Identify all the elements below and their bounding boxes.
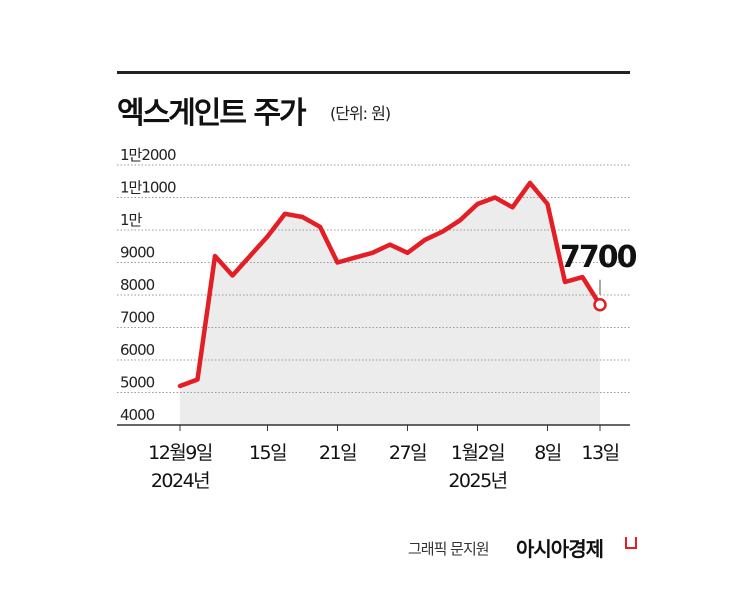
chart-title: 엑스게인트 주가 [117,96,307,131]
y-tick-label: 9000 [120,244,155,262]
last-value-label: 7700 [560,240,637,275]
graphic-credit: 그래픽 문지원 [408,540,490,558]
x-tick-label: 1월2일 [451,442,504,464]
x-tick-label: 12월9일 [148,442,212,464]
y-tick-label: 1만1000 [120,179,176,197]
y-tick-label: 7000 [120,309,155,327]
x-tick-label: 21일 [319,442,356,464]
brand-mark-icon [625,537,637,549]
x-tick-label: 13일 [581,442,618,464]
brand-logo: 아시아경제 [516,537,604,561]
y-tick-label: 1만2000 [120,146,176,164]
y-tick-label: 6000 [120,341,155,359]
x-tick-label: 8일 [534,442,561,464]
y-tick-label: 8000 [120,276,155,294]
x-tick-label: 15일 [249,442,286,464]
y-tick-label: 1만 [120,211,143,229]
y-tick-label: 5000 [120,374,155,392]
title-rule [117,71,630,74]
x-tick-label: 27일 [389,442,426,464]
x-tick-year-label: 2024년 [151,470,209,492]
y-tick-label: 4000 [120,406,155,424]
area-fill [180,182,600,425]
unit-label: (단위: 원) [330,104,391,123]
x-tick-year-label: 2025년 [448,470,506,492]
last-value-marker [593,298,607,312]
